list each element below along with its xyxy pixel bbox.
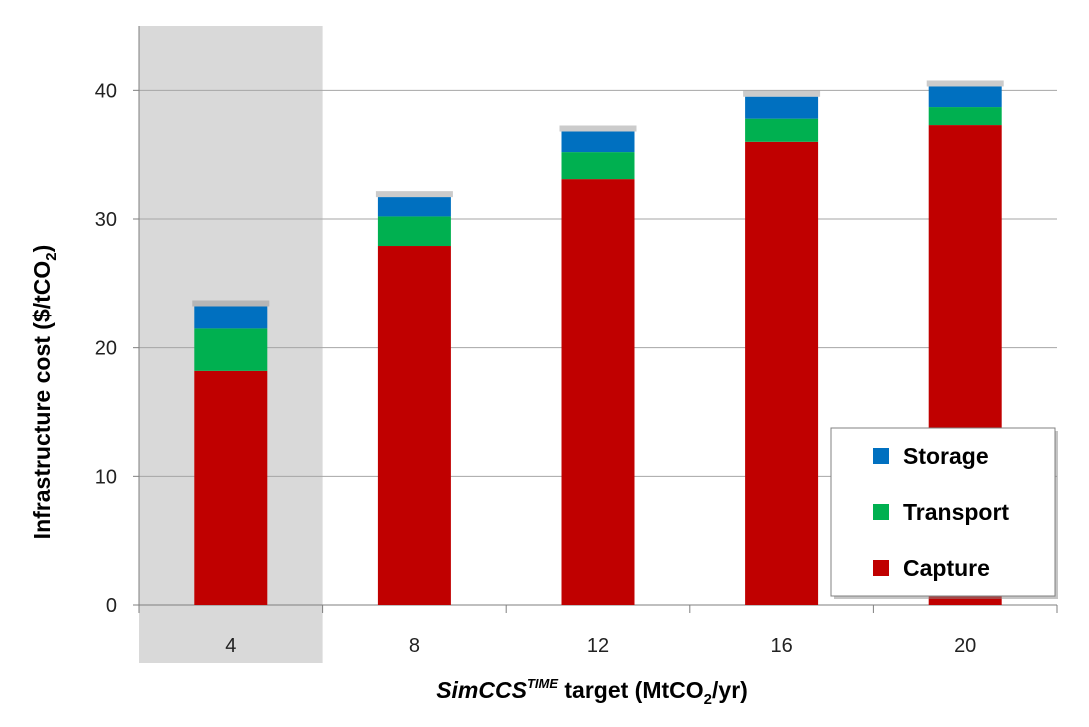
y-axis-title: Infrastructure cost ($/tCO2) <box>29 245 60 540</box>
bar-storage-16 <box>745 96 819 119</box>
legend-label-capture: Capture <box>903 555 990 581</box>
bar-storage-12 <box>561 131 635 153</box>
y-tick-label: 40 <box>95 80 117 102</box>
bar-capture-8 <box>377 246 451 605</box>
bar-transport-4 <box>194 328 268 371</box>
bar-capture-16 <box>745 141 819 606</box>
legend-label-storage: Storage <box>903 443 989 469</box>
x-tick-label: 20 <box>954 635 976 657</box>
y-tick-label: 30 <box>95 209 117 231</box>
bar-transport-16 <box>745 118 819 142</box>
y-tick-label: 20 <box>95 338 117 360</box>
bar-shadow <box>926 80 1004 87</box>
x-tick-label: 8 <box>409 635 420 657</box>
bar-transport-20 <box>928 107 1002 126</box>
bar-shadow <box>375 191 453 198</box>
bar-storage-8 <box>377 197 451 217</box>
legend: Storage Transport Capture <box>830 427 1058 599</box>
legend-swatch-storage <box>873 448 889 464</box>
x-tick-labels: 4 8 12 16 20 <box>138 605 1058 657</box>
x-axis-title: SimCCSTIME target (MtCO2/yr) <box>436 676 748 708</box>
bar-storage-20 <box>928 86 1002 108</box>
x-tick-label: 12 <box>587 635 609 657</box>
y-tick-label: 10 <box>95 466 117 488</box>
bar-shadow <box>559 125 637 132</box>
bar-shadow <box>192 300 270 307</box>
bar-shadow <box>743 90 821 97</box>
x-tick-label: 16 <box>770 635 792 657</box>
bar-transport-8 <box>377 216 451 247</box>
bar-capture-12 <box>561 179 635 605</box>
legend-swatch-transport <box>873 504 889 520</box>
legend-box <box>830 427 1056 597</box>
y-tick-label: 0 <box>106 595 117 617</box>
legend-swatch-capture <box>873 560 889 576</box>
bar-storage-4 <box>194 306 268 329</box>
legend-items: Storage Transport Capture <box>873 443 1009 581</box>
y-tick-labels: 0 10 20 30 40 <box>95 80 117 617</box>
bar-transport-12 <box>561 152 635 180</box>
x-tick-label: 4 <box>225 635 236 657</box>
legend-label-transport: Transport <box>903 499 1009 525</box>
bar-capture-4 <box>194 370 268 605</box>
